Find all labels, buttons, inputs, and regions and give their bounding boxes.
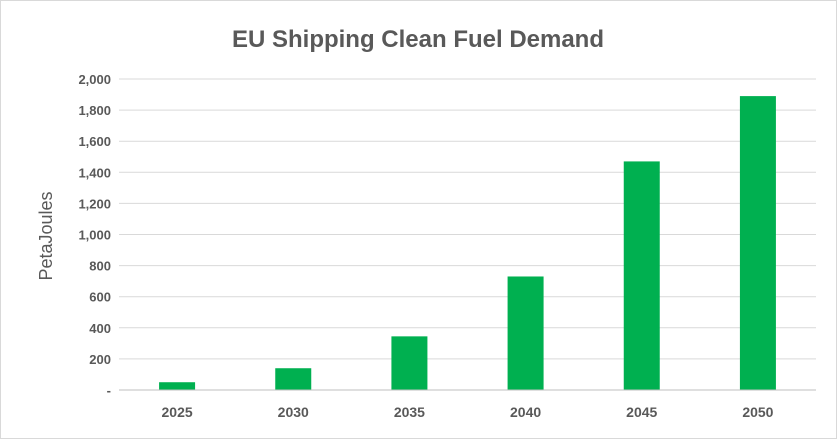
y-axis-label: PetaJoules [36, 191, 56, 280]
x-axis-ticks: 2025 2030 2035 2040 2045 2050 [162, 404, 774, 420]
bar-2045 [623, 161, 660, 390]
bar-2030 [275, 368, 312, 390]
bar-2035 [391, 336, 428, 390]
bar-2040 [507, 276, 544, 390]
y-tick-label: 1,400 [78, 165, 111, 180]
y-tick-label: 200 [89, 352, 111, 367]
y-tick-label: 1,800 [78, 103, 111, 118]
y-tick-label: 1,000 [78, 228, 111, 243]
chart-title: EU Shipping Clean Fuel Demand [232, 26, 604, 53]
bar-2025 [159, 382, 196, 390]
y-tick-label: 600 [89, 290, 111, 305]
x-tick-label: 2045 [626, 404, 657, 420]
y-tick-label: 2,000 [78, 72, 111, 87]
y-tick-label: 800 [89, 259, 111, 274]
y-tick-label: - [107, 383, 111, 398]
y-axis-ticks: - 200 400 600 800 1,000 1,200 1,400 1,600 1,800 2,… [78, 72, 111, 398]
bars [159, 96, 776, 390]
bar-2050 [739, 96, 776, 390]
x-tick-label: 2040 [510, 404, 541, 420]
x-tick-label: 2035 [394, 404, 425, 420]
gridlines [119, 78, 816, 360]
y-tick-label: 1,200 [78, 196, 111, 211]
x-tick-label: 2030 [278, 404, 309, 420]
y-tick-label: 400 [89, 321, 111, 336]
x-tick-label: 2025 [162, 404, 193, 420]
x-tick-label: 2050 [742, 404, 773, 420]
y-tick-label: 1,600 [78, 134, 111, 149]
